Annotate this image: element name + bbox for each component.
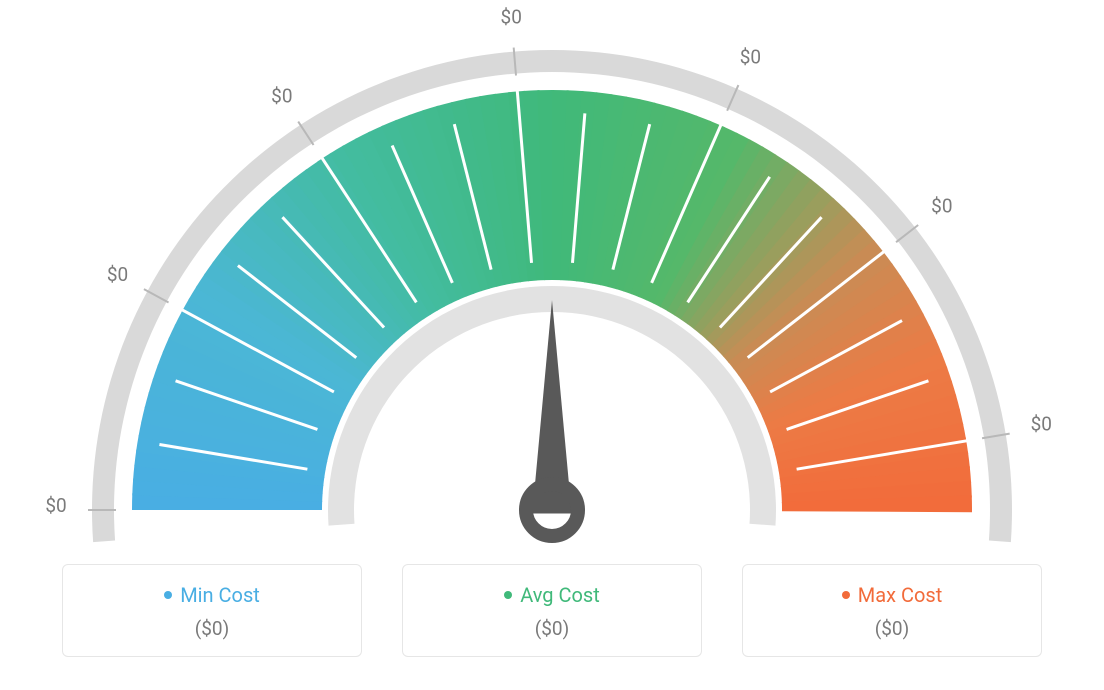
legend-row: Min Cost ($0) Avg Cost ($0) Max Cost ($0)	[0, 564, 1104, 657]
gauge-tick-label: $0	[271, 84, 292, 107]
gauge-tick-label: $0	[740, 46, 761, 69]
gauge-tick-label: $0	[45, 494, 66, 517]
legend-card: Max Cost ($0)	[742, 564, 1042, 657]
gauge-tick-label: $0	[1031, 413, 1052, 436]
legend-label: Avg Cost	[520, 583, 600, 607]
legend-value: ($0)	[753, 617, 1031, 640]
gauge-tick-label: $0	[501, 6, 522, 29]
legend-value: ($0)	[73, 617, 351, 640]
legend-title: Max Cost	[753, 583, 1031, 607]
legend-label: Max Cost	[858, 583, 943, 607]
legend-dot-icon	[504, 591, 512, 599]
gauge-chart: $0 $0 $0 $0 $0 $0 $0	[0, 0, 1104, 560]
legend-label: Min Cost	[180, 583, 260, 607]
gauge-svg: $0 $0 $0 $0 $0 $0 $0	[0, 0, 1104, 560]
legend-title: Avg Cost	[413, 583, 691, 607]
legend-card: Min Cost ($0)	[62, 564, 362, 657]
legend-value: ($0)	[413, 617, 691, 640]
legend-dot-icon	[842, 591, 850, 599]
gauge-tick-label: $0	[107, 263, 128, 286]
gauge-tick-label: $0	[931, 195, 952, 218]
legend-title: Min Cost	[73, 583, 351, 607]
legend-dot-icon	[164, 591, 172, 599]
legend-card: Avg Cost ($0)	[402, 564, 702, 657]
